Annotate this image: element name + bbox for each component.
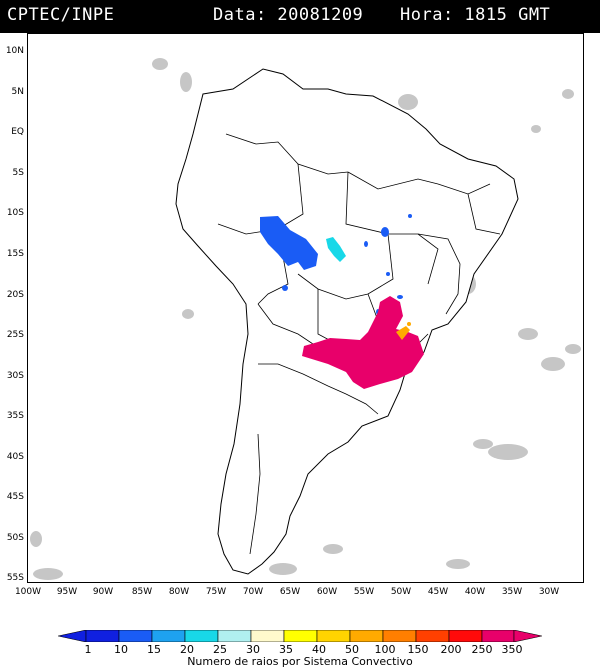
continent-coastline	[175, 68, 519, 575]
lon-label-100w: 100W	[14, 587, 42, 597]
lat-label-10s: 10S	[6, 208, 24, 218]
colorbar-label-1: 1	[84, 643, 92, 656]
lon-label-75w: 75W	[205, 587, 227, 597]
date-label: Data: 20081209	[213, 5, 364, 25]
lon-label-30w: 30W	[538, 587, 560, 597]
time-label: Hora: 1815 GMT	[400, 5, 551, 25]
lightning-cyan-cluster	[326, 237, 346, 262]
colorbar-label-150: 150	[407, 643, 429, 656]
colorbar-swatch	[151, 630, 186, 642]
lat-label-45s: 45S	[6, 492, 24, 502]
lat-label-20s: 20S	[6, 290, 24, 300]
colorbar-swatch	[283, 630, 318, 642]
colorbar-label-15: 15	[147, 643, 161, 656]
title-bar: CPTEC/INPE Data: 20081209 Hora: 1815 GMT	[0, 0, 600, 33]
colorbar-label-250: 250	[471, 643, 493, 656]
lon-label-95w: 95W	[56, 587, 78, 597]
colorbar-arrow-right	[513, 630, 542, 642]
lon-label-70w: 70W	[242, 587, 264, 597]
colorbar-swatch	[382, 630, 417, 642]
lat-label-35s: 35S	[6, 411, 24, 421]
lat-label-25s: 25S	[6, 330, 24, 340]
colorbar	[58, 630, 542, 642]
lon-label-90w: 90W	[92, 587, 114, 597]
lon-label-45w: 45W	[427, 587, 449, 597]
lon-label-50w: 50W	[390, 587, 412, 597]
lat-label-5n: 5N	[11, 87, 24, 97]
source-label: CPTEC/INPE	[7, 5, 115, 25]
colorbar-label-25: 25	[213, 643, 227, 656]
lat-label-40s: 40S	[6, 452, 24, 462]
colorbar-label-100: 100	[374, 643, 396, 656]
colorbar-swatch	[118, 630, 153, 642]
lat-label-30s: 30S	[6, 371, 24, 381]
lat-label-10n: 10N	[5, 46, 24, 56]
colorbar-swatch	[481, 630, 515, 642]
lightning-magenta-cluster	[302, 296, 424, 389]
lat-label-15s: 15S	[6, 249, 24, 259]
lon-label-65w: 65W	[279, 587, 301, 597]
map-svg	[30, 58, 581, 580]
colorbar-swatch	[217, 630, 252, 642]
colorbar-label-35: 35	[279, 643, 293, 656]
colorbar-swatch	[184, 630, 219, 642]
colorbar-swatch	[250, 630, 285, 642]
colorbar-label-50: 50	[345, 643, 359, 656]
lon-label-55w: 55W	[353, 587, 375, 597]
colorbar-label-10: 10	[114, 643, 128, 656]
colorbar-label-30: 30	[246, 643, 260, 656]
lightning-orange-cluster	[396, 322, 411, 340]
colorbar-swatch	[349, 630, 384, 642]
lon-label-40w: 40W	[464, 587, 486, 597]
lat-label-eq: EQ	[11, 127, 24, 137]
colorbar-label-40: 40	[312, 643, 326, 656]
colorbar-caption: Numero de raios por Sistema Convectivo	[187, 655, 413, 668]
colorbar-swatch	[316, 630, 351, 642]
lon-label-85w: 85W	[131, 587, 153, 597]
colorbar-label-350: 350	[501, 643, 523, 656]
colorbar-swatch	[415, 630, 450, 642]
lightning-blue-cluster	[260, 214, 412, 315]
lon-label-35w: 35W	[501, 587, 523, 597]
colorbar-arrow-left	[58, 630, 87, 642]
colorbar-label-20: 20	[180, 643, 194, 656]
lat-label-5s: 5S	[12, 168, 24, 178]
colorbar-label-200: 200	[440, 643, 462, 656]
colorbar-swatch	[448, 630, 483, 642]
colorbar-swatch	[85, 630, 120, 642]
lat-label-50s: 50S	[6, 533, 24, 543]
map-frame	[27, 33, 584, 583]
lon-label-60w: 60W	[316, 587, 338, 597]
lon-label-80w: 80W	[168, 587, 190, 597]
lat-label-55s: 55S	[6, 573, 24, 583]
